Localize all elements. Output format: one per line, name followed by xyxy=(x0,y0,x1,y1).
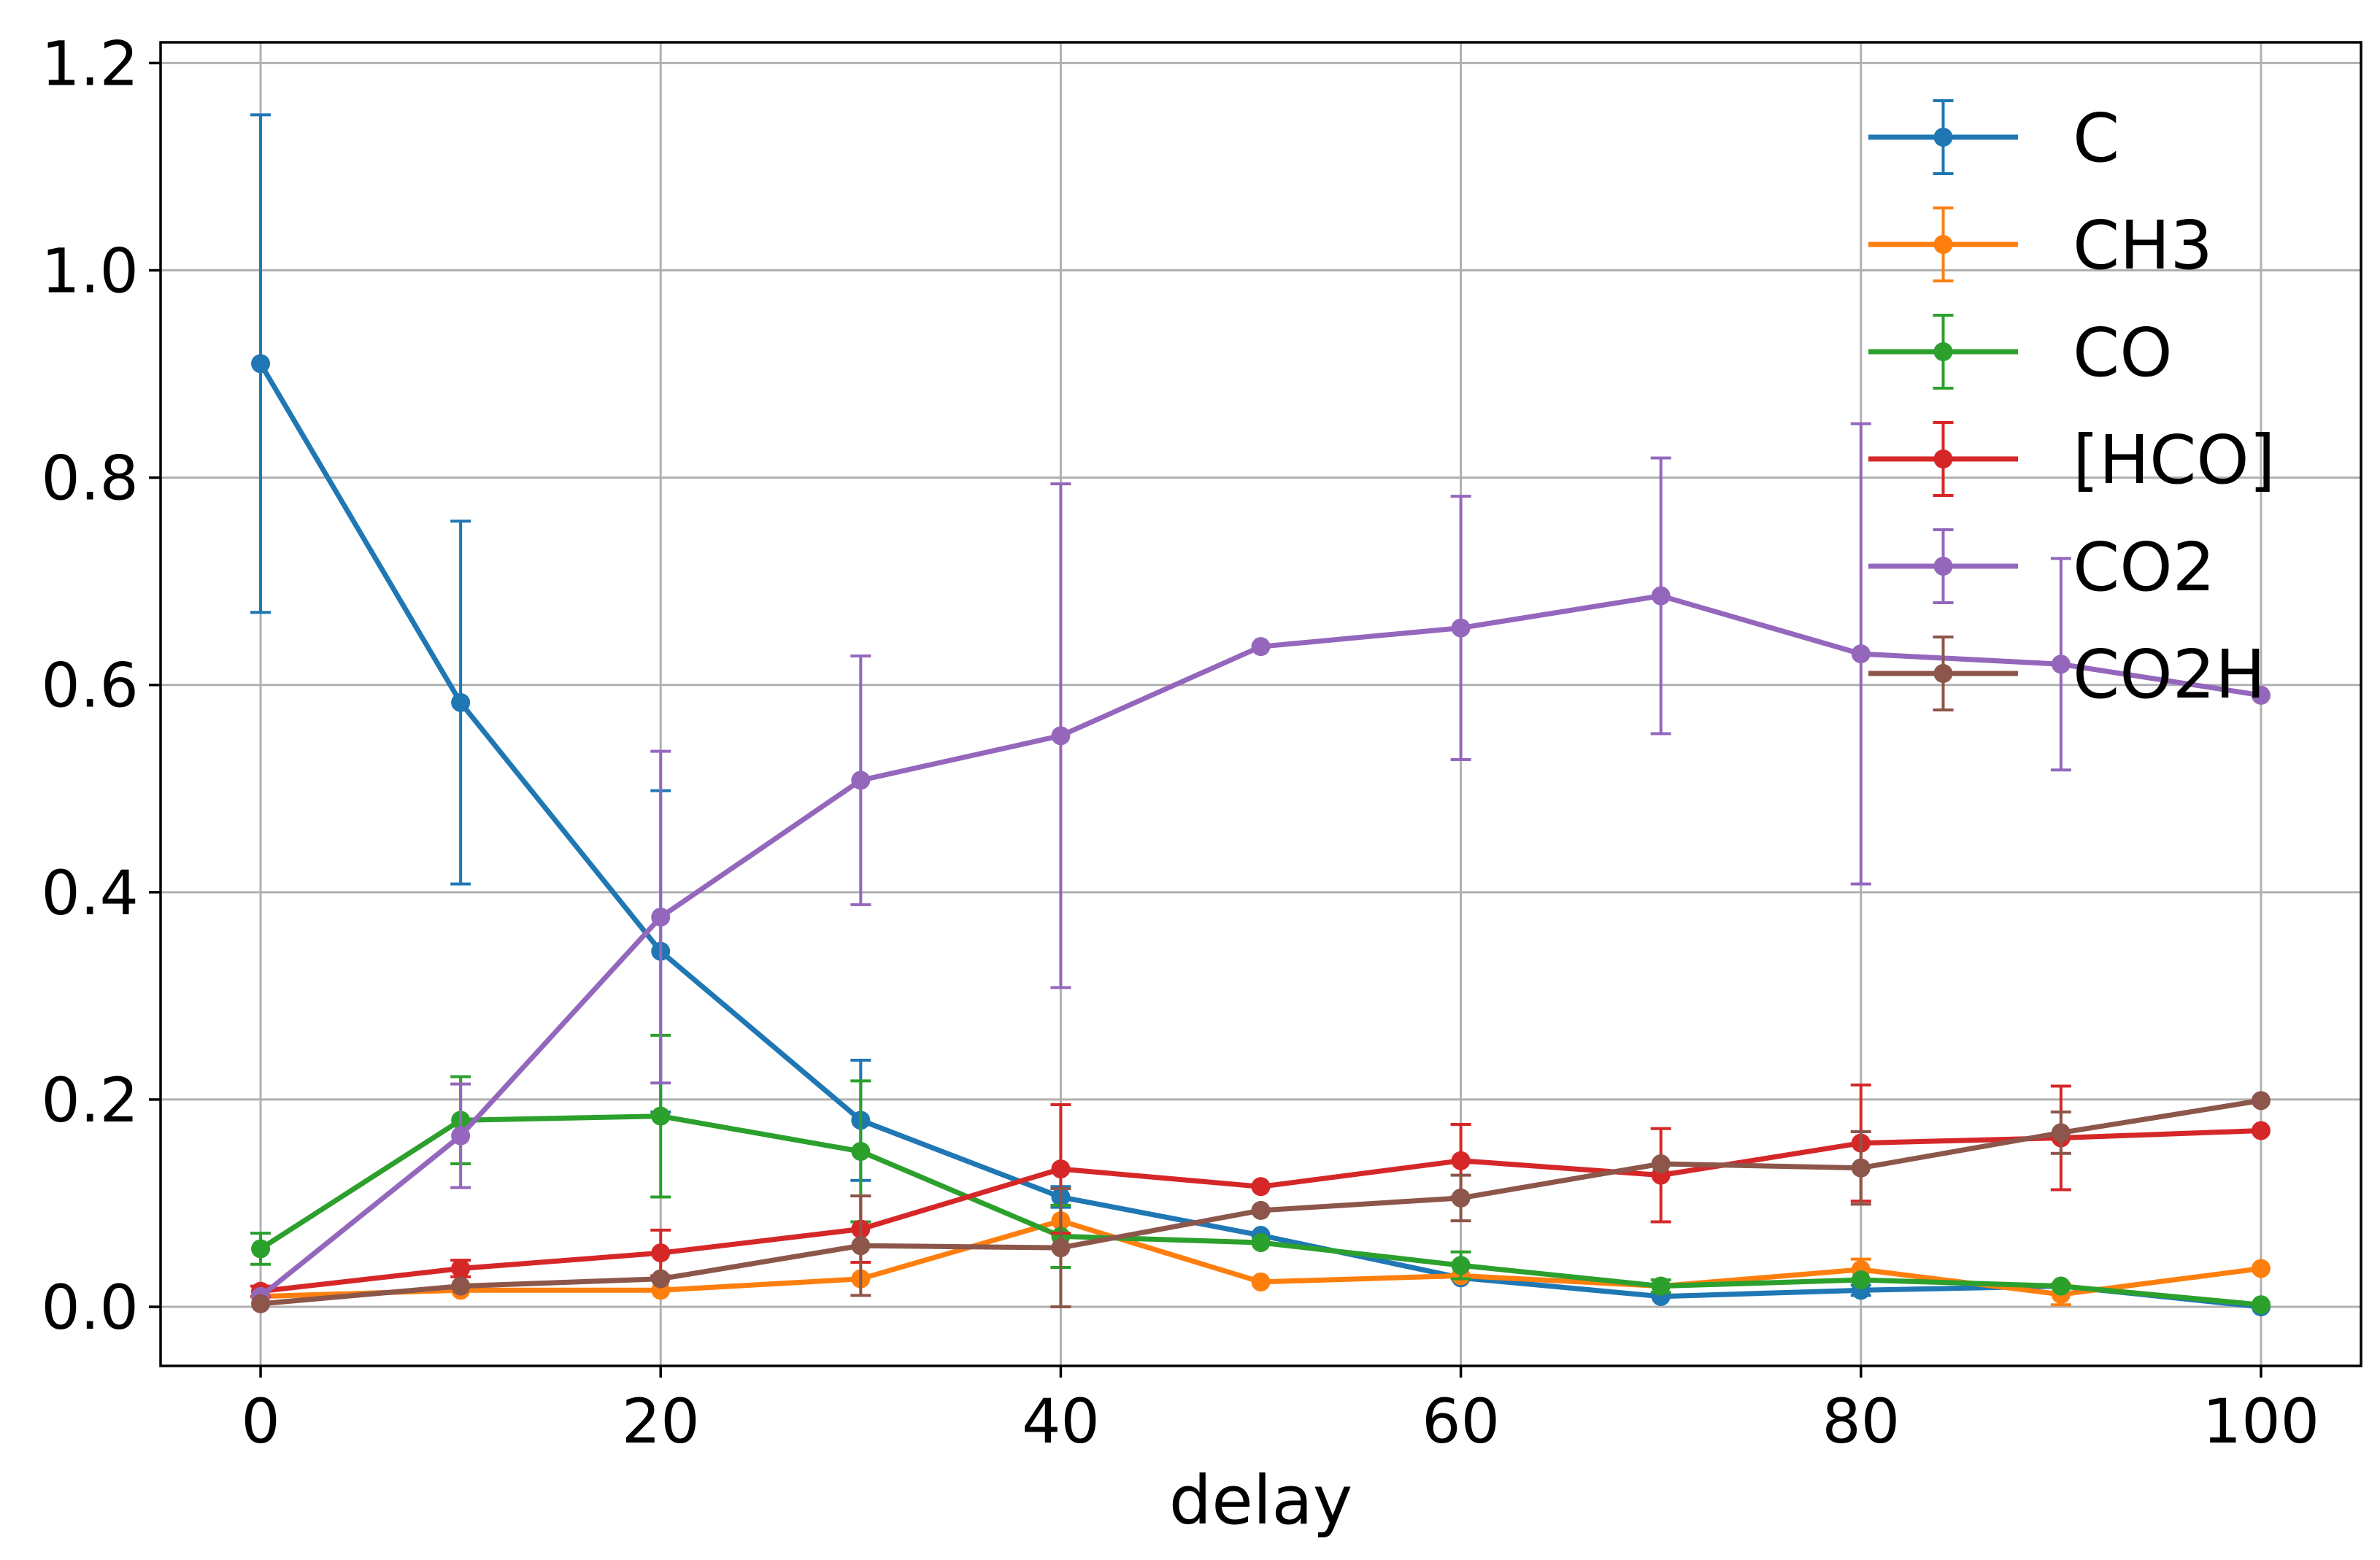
y-tick-label: 0.6 xyxy=(41,650,139,722)
data-point xyxy=(451,692,471,712)
data-point xyxy=(1251,1232,1271,1252)
data-point xyxy=(251,1294,271,1313)
data-point xyxy=(2251,1295,2271,1315)
data-point xyxy=(1851,1158,1871,1178)
data-point xyxy=(451,1259,471,1278)
legend: C CH3 CO [HCO] CO2 CO2H xyxy=(1868,99,2276,714)
legend-label: [HCO] xyxy=(2073,421,2276,499)
plot-area-frame xyxy=(159,41,2362,1367)
y-tick-label: 0.0 xyxy=(41,1272,139,1343)
legend-label: CH3 xyxy=(2073,206,2213,285)
legend-marker xyxy=(1933,342,1953,361)
data-point xyxy=(651,1269,671,1289)
data-point xyxy=(1651,586,1671,606)
data-point xyxy=(2251,685,2271,705)
data-series xyxy=(250,113,2271,1317)
data-point xyxy=(1451,618,1471,638)
data-point xyxy=(651,907,671,927)
x-tick-label: 0 xyxy=(241,1386,280,1457)
x-axis-label: delay xyxy=(1169,1461,1352,1540)
legend-marker xyxy=(1933,664,1953,683)
legend-marker xyxy=(1933,128,1953,147)
legend-entry: CO xyxy=(1868,314,2173,392)
data-point xyxy=(2251,1121,2271,1140)
data-point xyxy=(2051,654,2071,674)
data-point xyxy=(651,1243,671,1263)
legend-label: C xyxy=(2073,99,2119,177)
series-co2 xyxy=(251,422,2271,1306)
axis-ticks: 0 20 40 60 80 100 0.0 0.2 0.4 0.6 0.8 1.0 1.2 xyxy=(41,28,2319,1457)
x-tick-label: 40 xyxy=(1022,1386,1100,1457)
data-point xyxy=(1051,1238,1071,1258)
data-point xyxy=(1851,644,1871,664)
data-point xyxy=(851,1236,871,1256)
data-point xyxy=(651,1106,671,1126)
legend-marker xyxy=(1933,235,1953,254)
legend-entry: CH3 xyxy=(1868,206,2213,285)
legend-label: CO xyxy=(2073,314,2173,392)
legend-marker xyxy=(1933,557,1953,576)
y-tick-label: 1.2 xyxy=(41,28,139,99)
data-point xyxy=(2251,1091,2271,1111)
data-point xyxy=(1251,1272,1271,1291)
x-tick-label: 20 xyxy=(622,1386,700,1457)
data-point xyxy=(1251,1200,1271,1220)
legend-entry: CO2 xyxy=(1868,528,2215,606)
data-point xyxy=(251,1239,271,1259)
data-point xyxy=(1251,637,1271,657)
data-point xyxy=(851,771,871,790)
data-point xyxy=(2051,1276,2071,1296)
legend-entry: [HCO] xyxy=(1868,421,2276,499)
data-point xyxy=(1251,1177,1271,1197)
data-point xyxy=(451,1276,471,1296)
data-point xyxy=(2251,1259,2271,1278)
x-tick-label: 80 xyxy=(1822,1386,1900,1457)
data-point xyxy=(1451,1256,1471,1275)
data-point xyxy=(1451,1188,1471,1208)
legend-label: CO2 xyxy=(2073,528,2215,606)
data-point xyxy=(851,1141,871,1161)
data-point xyxy=(1451,1151,1471,1170)
legend-marker xyxy=(1933,449,1953,468)
series-co2h xyxy=(251,1091,2271,1313)
data-point xyxy=(1851,1270,1871,1290)
legend-entry: CO2H xyxy=(1868,636,2265,714)
data-point xyxy=(1051,726,1071,746)
x-tick-label: 60 xyxy=(1422,1386,1500,1457)
data-point xyxy=(251,354,271,374)
y-tick-label: 0.2 xyxy=(41,1065,139,1136)
y-tick-label: 0.8 xyxy=(41,443,139,514)
x-tick-label: 100 xyxy=(2203,1386,2319,1457)
data-point xyxy=(451,1126,471,1146)
legend-label: CO2H xyxy=(2073,636,2265,714)
data-point xyxy=(1651,1154,1671,1173)
y-tick-label: 1.0 xyxy=(41,236,139,307)
y-tick-label: 0.4 xyxy=(41,857,139,929)
data-point xyxy=(2051,1123,2071,1143)
legend-entry: C xyxy=(1868,99,2119,177)
data-point xyxy=(1651,1276,1671,1296)
data-point xyxy=(1051,1159,1071,1179)
